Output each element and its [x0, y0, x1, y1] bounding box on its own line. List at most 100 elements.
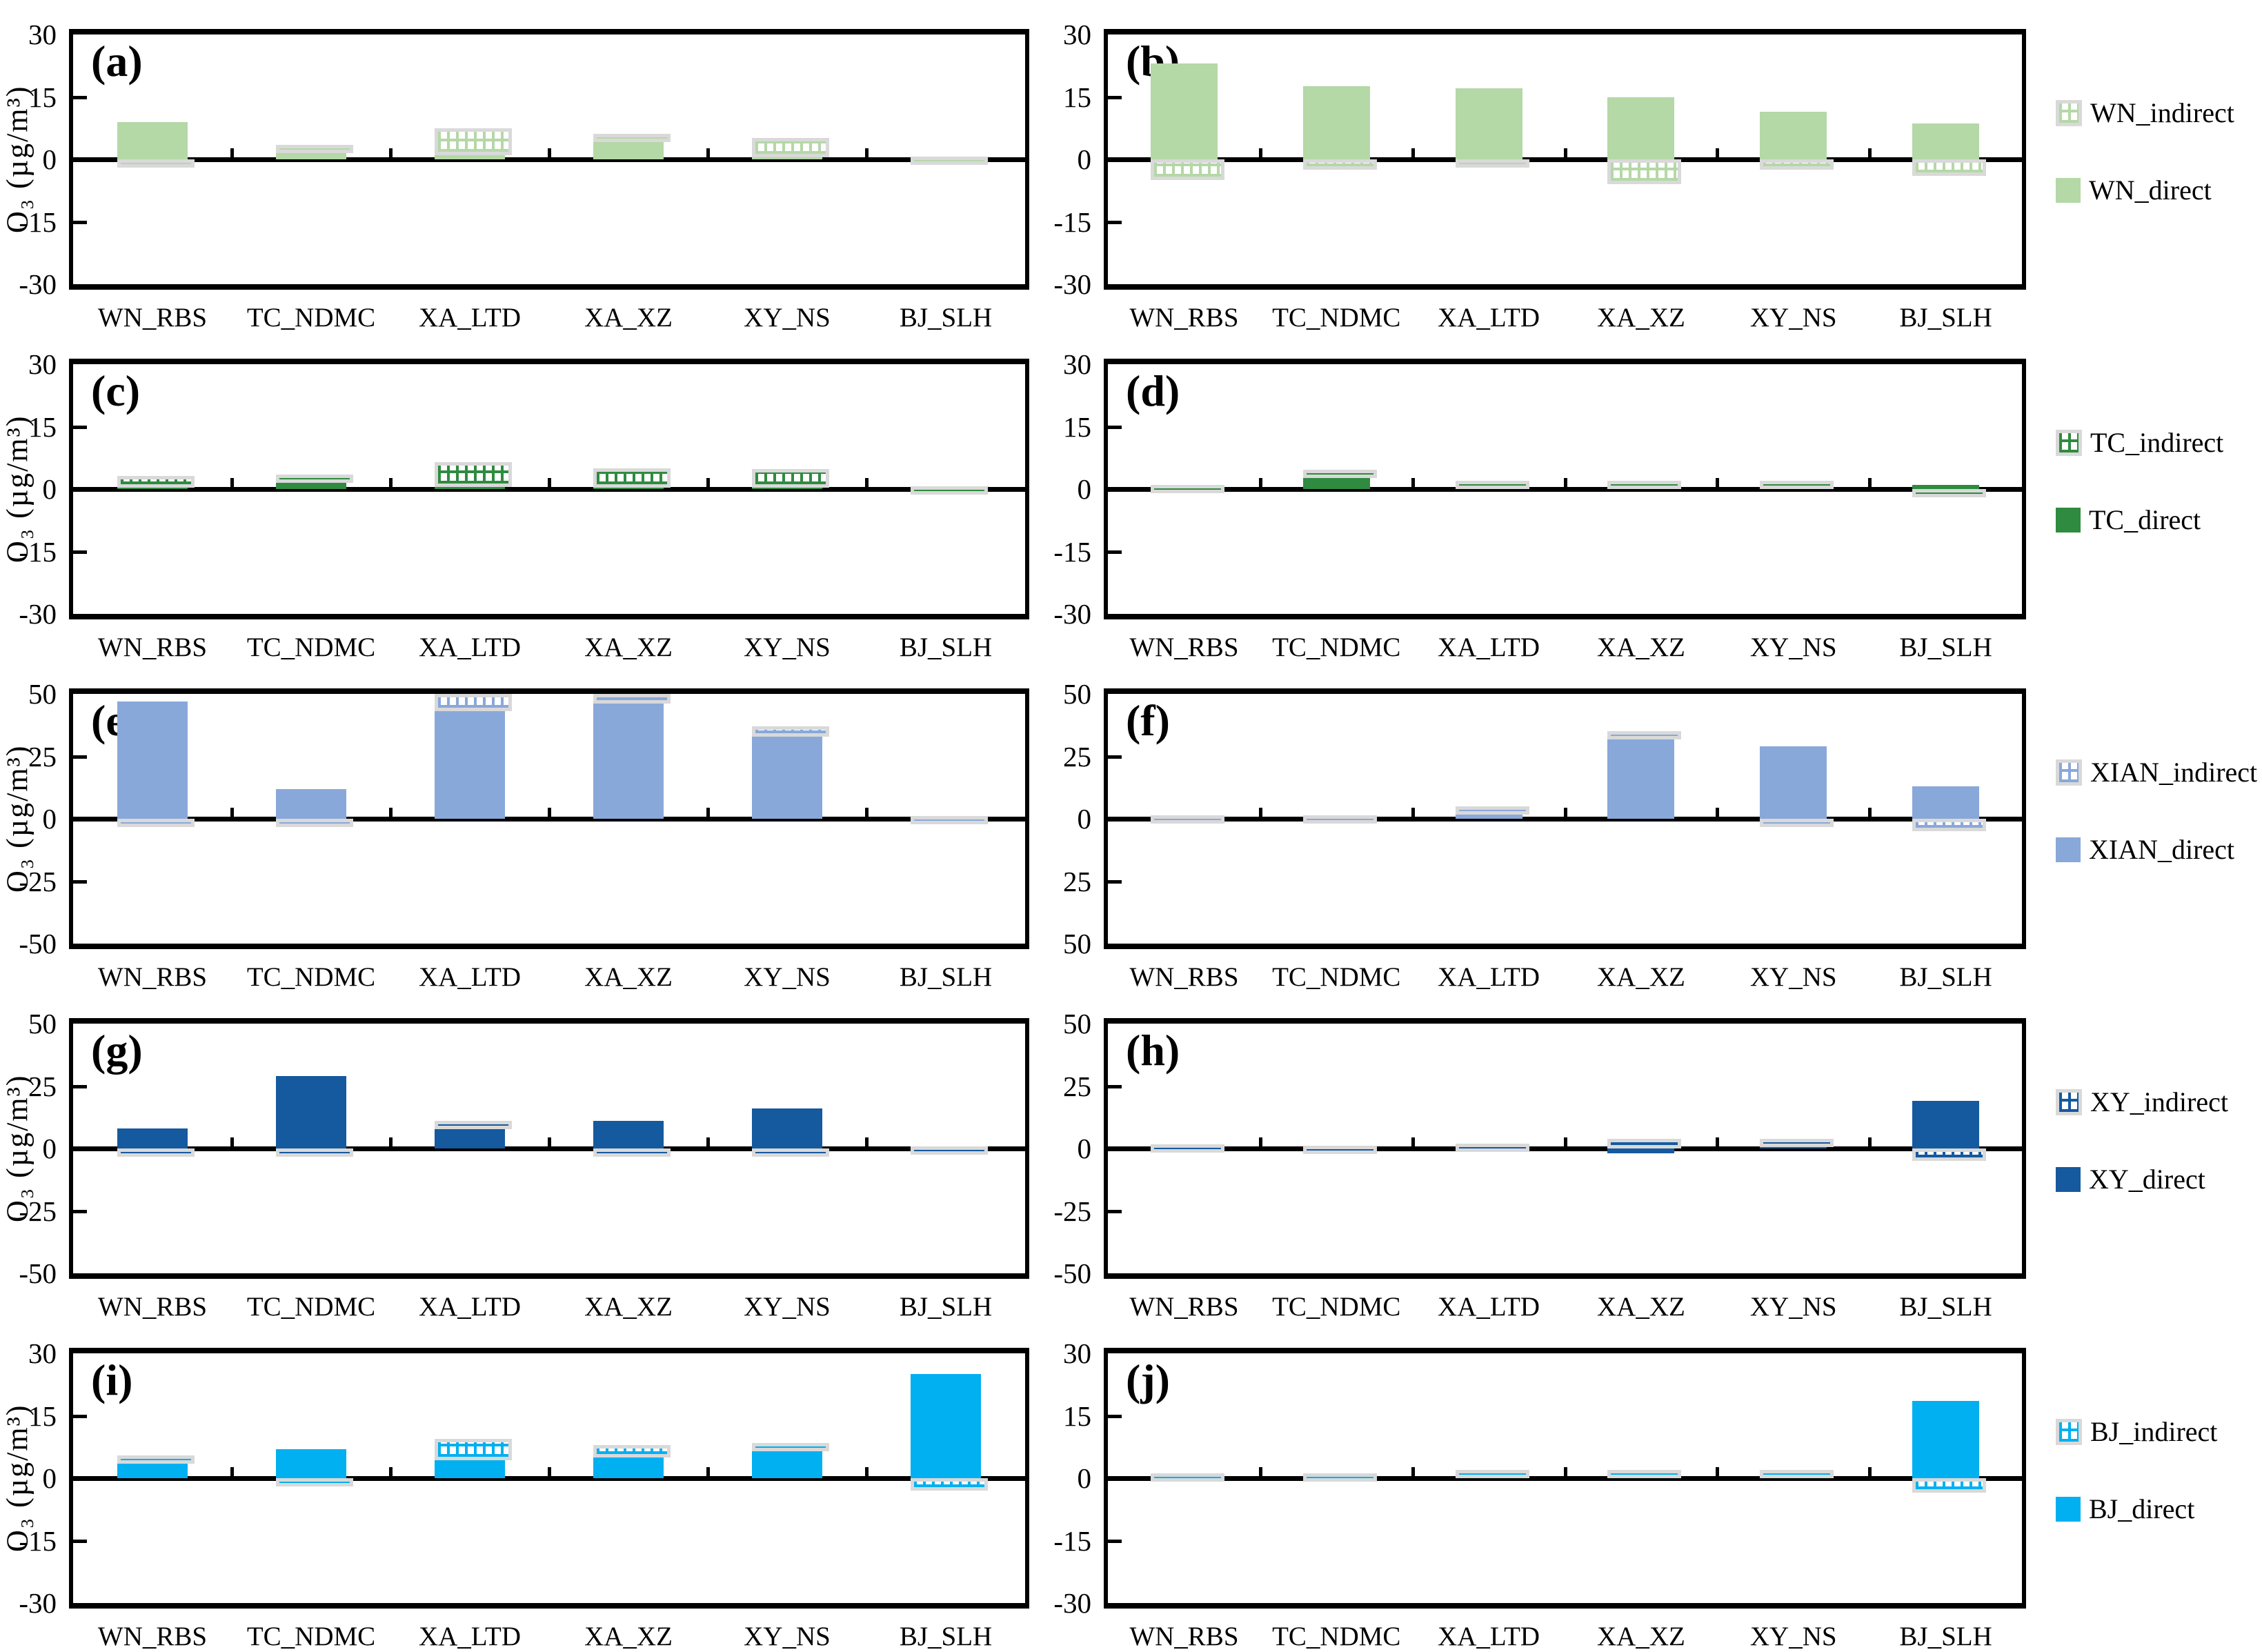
x-category-label: TC_NDMC	[1272, 1292, 1401, 1322]
tc-direct-label: TC_direct	[2089, 504, 2201, 535]
bar-a-XY_NS-indirect	[752, 137, 829, 157]
panel-c-cell: O₃ (µg/m³) (c) 30 15 0 -15 -30 WN_RBS TC_NDMC X…	[0, 330, 1035, 662]
y-tick-mark	[73, 1539, 87, 1543]
y-tick-mark	[1108, 425, 1122, 429]
y-tick-label: -15	[1053, 1524, 1091, 1557]
x-category-label: XY_NS	[1749, 303, 1837, 332]
x-category-label: XA_XZ	[1597, 1292, 1685, 1322]
y-tick-mark	[1108, 755, 1122, 759]
y-tick-mark	[1108, 550, 1122, 554]
y-tick-label: 25	[1063, 1070, 1091, 1102]
y-tick-label: -30	[19, 268, 57, 300]
x-category-label: WN_RBS	[97, 962, 208, 992]
y-tick-label: -30	[1053, 1587, 1091, 1619]
y-tick-label: 50	[28, 1008, 57, 1039]
x-tick-mark	[1716, 1467, 1720, 1477]
wn-indirect-swatch	[2056, 99, 2082, 126]
plot-area-a: (a) 30 15 0 -15 -30 WN_RBS TC_NDMC XA_LTD XA_XZ X…	[19, 19, 1029, 332]
panel-f-cell: (f) 50 25 0 25 50 WN_RBS TC_NDMC XA_LTD XA_XZ XY_…	[1021, 659, 2035, 992]
panel-label-h: (h)	[1126, 1026, 1180, 1075]
bar-d-XY_NS-indirect	[1760, 480, 1834, 489]
x-tick-mark	[230, 1137, 234, 1148]
bar-j-BJ_SLH-indirect	[1912, 1478, 1987, 1493]
x-tick-mark	[1716, 478, 1720, 488]
y-tick-label: -15	[19, 206, 57, 238]
bar-h-WN_RBS-indirect	[1150, 1144, 1224, 1153]
y-tick-label: 50	[28, 678, 57, 710]
x-tick-mark	[865, 1137, 869, 1148]
x-tick-mark	[1258, 808, 1262, 818]
xy-indirect-label: XY_indirect	[2090, 1086, 2228, 1117]
bar-c-XA_LTD-indirect	[435, 461, 512, 487]
y-tick-mark	[1108, 879, 1122, 884]
bar-b-XA_LTD-direct	[1455, 88, 1522, 159]
bar-a-TC_NDMC-indirect	[276, 144, 353, 153]
tc-indirect-swatch	[2056, 429, 2082, 456]
bar-e-XA_XZ-indirect	[593, 694, 671, 704]
y-tick-label: 0	[1077, 1133, 1092, 1164]
bar-i-XA_XZ-indirect	[593, 1444, 671, 1457]
bar-b-TC_NDMC-indirect	[1302, 159, 1377, 170]
x-category-label: XA_LTD	[418, 962, 522, 992]
bar-i-TC_NDMC-indirect	[276, 1478, 353, 1486]
xian-direct-swatch	[2056, 837, 2081, 862]
x-category-label: XY_NS	[1749, 633, 1837, 662]
x-category-label: XY_NS	[1749, 1292, 1837, 1322]
xy-indirect-swatch	[2056, 1088, 2082, 1115]
bar-g-WN_RBS-direct	[117, 1128, 188, 1148]
panel-e-cell: O₃ (µg/m³) (e) 50 25 0 -25 -50 WN_RBS TC_NDMC X…	[0, 659, 1035, 992]
y-tick-label: -50	[19, 1257, 57, 1289]
bar-j-WN_RBS-indirect	[1150, 1473, 1224, 1482]
x-category-label: WN_RBS	[1129, 1292, 1239, 1322]
bar-e-XA_XZ-direct	[593, 704, 664, 819]
y-tick-label: 0	[1077, 143, 1092, 175]
bar-e-XY_NS-indirect	[752, 726, 829, 737]
x-category-label: XA_XZ	[584, 633, 673, 662]
x-tick-mark	[1868, 478, 1872, 488]
y-tick-mark	[73, 425, 87, 429]
bar-i-XY_NS-direct	[752, 1449, 822, 1478]
x-category-label: XA_XZ	[1597, 303, 1685, 332]
x-tick-mark	[230, 148, 234, 159]
x-tick-mark	[1868, 1467, 1872, 1477]
x-tick-mark	[706, 478, 710, 488]
x-axis-line	[1108, 1146, 2022, 1151]
panel-g-cell: O₃ (µg/m³) (g) 50 25 0 -25 -50 WN_RBS TC_NDMC X…	[0, 989, 1035, 1322]
tc-indirect-label: TC_indirect	[2090, 427, 2224, 458]
panel-j-cell: (j) 30 15 0 -15 -30 WN_RBS TC_NDMC XA_LTD XA_XZ X…	[1021, 1319, 2035, 1651]
x-category-label: XA_XZ	[1597, 1622, 1685, 1651]
x-category-label: XY_NS	[744, 303, 831, 332]
bar-a-XA_LTD-direct	[435, 155, 505, 159]
x-tick-mark	[548, 808, 551, 818]
x-category-label: XA_LTD	[1438, 1292, 1540, 1322]
y-tick-label: 0	[42, 473, 57, 505]
bar-a-XA_LTD-indirect	[435, 128, 512, 155]
wn-indirect-label: WN_indirect	[2090, 97, 2234, 128]
bar-b-WN_RBS-indirect	[1150, 159, 1224, 181]
x-tick-mark	[1563, 1137, 1567, 1148]
x-category-label: TC_NDMC	[1272, 1622, 1401, 1651]
x-tick-mark	[230, 478, 234, 488]
plot-area-e: (e) 50 25 0 -25 -50 WN_RBS TC_NDMC XA_LTD XA_XZ X…	[19, 679, 1029, 992]
bar-e-XA_LTD-indirect	[435, 694, 512, 712]
y-tick-label: 30	[28, 348, 57, 380]
bar-f-XA_LTD-indirect	[1455, 806, 1529, 815]
x-category-label: WN_RBS	[97, 1292, 208, 1322]
y-tick-label: 50	[1063, 1008, 1091, 1039]
y-tick-mark	[1108, 220, 1122, 224]
x-axis-line	[73, 1146, 1025, 1151]
x-tick-mark	[548, 1137, 551, 1148]
x-tick-mark	[230, 808, 234, 818]
x-tick-mark	[1563, 1467, 1567, 1477]
bar-c-TC_NDMC-indirect	[276, 474, 353, 483]
y-tick-mark	[1108, 1539, 1122, 1543]
y-tick-label: 50	[1063, 928, 1091, 959]
legend-item-xy-indirect: XY_indirect	[2056, 1086, 2228, 1118]
plot-area-f: (f) 50 25 0 25 50 WN_RBS TC_NDMC XA_LTD XA_XZ XY_…	[1063, 679, 2026, 992]
x-tick-mark	[389, 148, 393, 159]
bar-h-XY_NS-indirect	[1760, 1138, 1834, 1147]
x-category-label: XY_NS	[1749, 962, 1837, 992]
legend-item-xy-direct: XY_direct	[2056, 1163, 2205, 1195]
x-axis-line	[73, 1476, 1025, 1481]
x-category-label: TC_NDMC	[1272, 962, 1401, 992]
